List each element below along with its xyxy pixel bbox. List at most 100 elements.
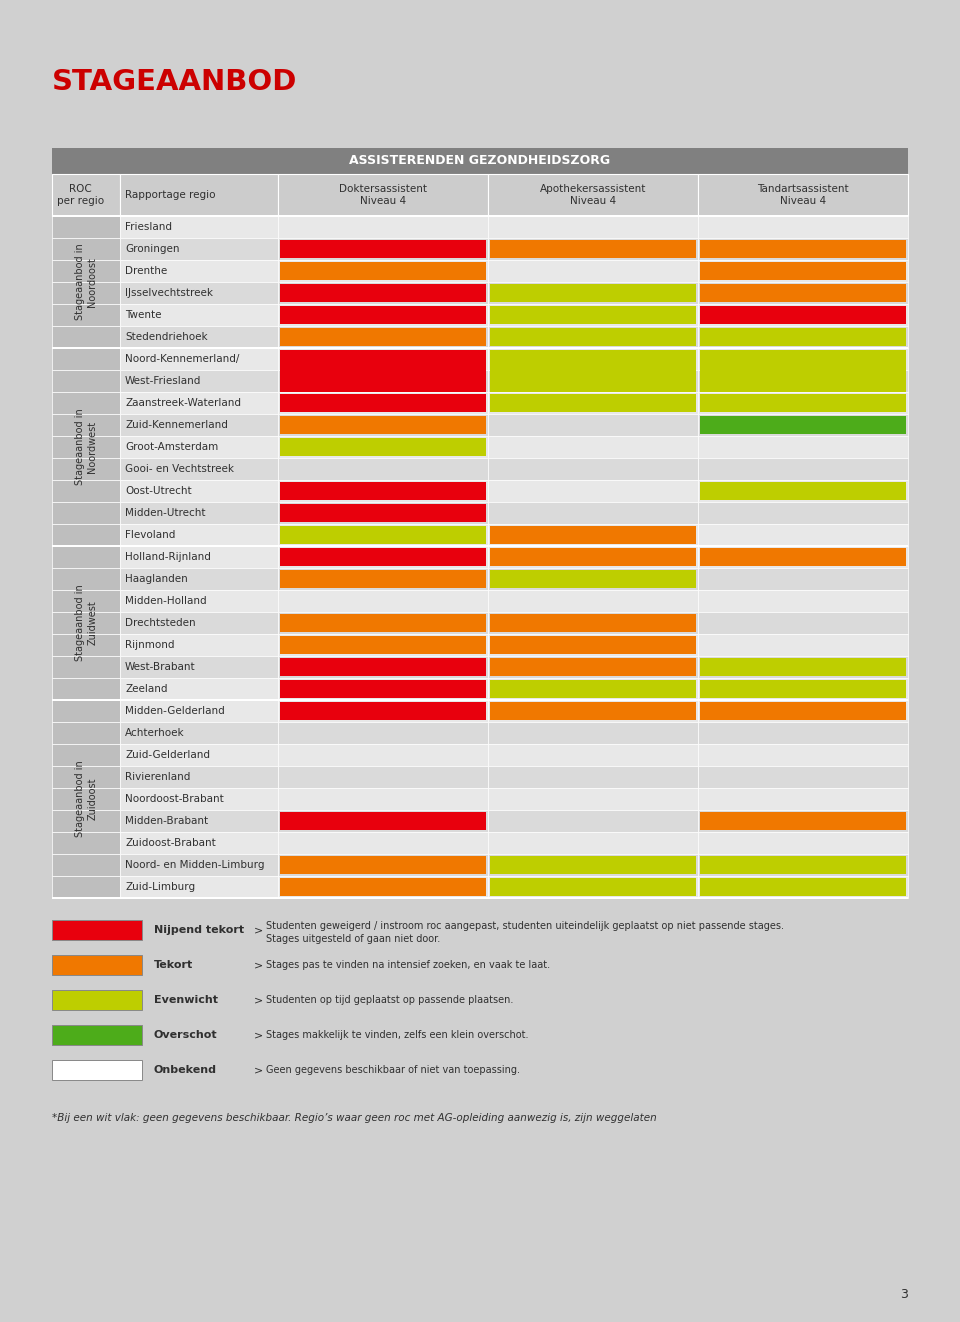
Text: Zuidoost-Brabant: Zuidoost-Brabant [125, 838, 216, 847]
Text: Flevoland: Flevoland [125, 530, 176, 539]
Bar [488, 348, 698, 370]
Bar [278, 348, 488, 370]
Bar [698, 524, 908, 546]
Bar [52, 414, 120, 436]
Bar [490, 613, 696, 632]
Bar [278, 393, 488, 414]
Bar [698, 546, 908, 568]
Bar [120, 502, 278, 524]
Text: Tandartsassistent
Niveau 4: Tandartsassistent Niveau 4 [757, 184, 849, 206]
Text: Onbekend: Onbekend [154, 1066, 217, 1075]
Bar [490, 658, 696, 676]
Bar [488, 635, 698, 656]
Bar [280, 613, 486, 632]
Bar [700, 394, 906, 412]
Text: *Bij een wit vlak: geen gegevens beschikbaar. Regio’s waar geen roc met AG-oplei: *Bij een wit vlak: geen gegevens beschik… [52, 1113, 657, 1122]
Text: STAGEAANBOD: STAGEAANBOD [52, 67, 298, 97]
Text: Twente: Twente [125, 309, 161, 320]
Text: >: > [254, 925, 263, 935]
Bar [278, 810, 488, 832]
Bar [488, 744, 698, 765]
Bar [490, 371, 696, 390]
Bar [488, 678, 698, 701]
Bar [698, 436, 908, 457]
Bar [488, 414, 698, 436]
Bar [280, 416, 486, 434]
Bar [700, 878, 906, 896]
Bar [52, 854, 120, 876]
Bar [120, 656, 278, 678]
Bar [490, 570, 696, 588]
Bar [280, 352, 486, 393]
Bar [52, 524, 120, 546]
Bar [698, 457, 908, 480]
Text: Doktersassistent
Niveau 4: Doktersassistent Niveau 4 [339, 184, 427, 206]
Text: Stageaanbod in
Noordoost: Stageaanbod in Noordoost [75, 243, 97, 320]
Bar [490, 284, 696, 301]
Bar [52, 744, 120, 765]
Bar [488, 656, 698, 678]
Text: Studenten op tijd geplaatst op passende plaatsen.: Studenten op tijd geplaatst op passende … [266, 995, 514, 1005]
Bar [698, 215, 908, 238]
Text: Zuid-Kennemerland: Zuid-Kennemerland [125, 420, 228, 430]
Bar [488, 722, 698, 744]
Text: Stageaanbod in
Zuidoost: Stageaanbod in Zuidoost [75, 760, 97, 837]
Bar [698, 568, 908, 590]
Bar [52, 612, 120, 635]
Text: Rijnmond: Rijnmond [125, 640, 175, 650]
Text: Zuid-Limburg: Zuid-Limburg [125, 882, 195, 892]
Bar [52, 546, 120, 568]
Bar [278, 282, 488, 304]
Bar [52, 810, 120, 832]
Bar [488, 304, 698, 327]
Text: Overschot: Overschot [154, 1030, 218, 1040]
Bar [698, 765, 908, 788]
Bar [488, 215, 698, 238]
Bar [488, 502, 698, 524]
Bar [278, 832, 488, 854]
Bar [120, 546, 278, 568]
Bar [52, 304, 120, 327]
Bar [120, 876, 278, 898]
Text: Haaglanden: Haaglanden [125, 574, 188, 584]
Bar [280, 702, 486, 720]
Bar [488, 810, 698, 832]
Bar [698, 744, 908, 765]
Bar [280, 504, 486, 522]
Bar [280, 658, 486, 676]
Bar [698, 238, 908, 260]
Bar [52, 788, 120, 810]
Bar [280, 350, 486, 368]
Bar [280, 636, 486, 654]
Bar [698, 304, 908, 327]
Bar [700, 241, 906, 258]
Text: Stageaanbod in
Noordwest: Stageaanbod in Noordwest [75, 408, 97, 485]
Bar [52, 148, 908, 175]
Bar [488, 480, 698, 502]
Bar [698, 788, 908, 810]
Bar [278, 502, 488, 524]
Bar [52, 545, 908, 547]
Text: Stageaanbod in
Zuidwest: Stageaanbod in Zuidwest [75, 584, 97, 661]
Bar [52, 346, 908, 349]
Bar [278, 215, 488, 238]
Bar [52, 656, 120, 678]
Bar [488, 765, 698, 788]
Bar [52, 1060, 142, 1080]
Bar [490, 328, 696, 346]
Bar [278, 590, 488, 612]
Bar [278, 788, 488, 810]
Bar [278, 327, 488, 348]
Bar [52, 480, 120, 502]
Bar [280, 812, 486, 830]
Text: Achterhoek: Achterhoek [125, 728, 184, 738]
Bar [120, 393, 278, 414]
Bar [490, 241, 696, 258]
Bar [278, 876, 488, 898]
Text: Geen gegevens beschikbaar of niet van toepassing.: Geen gegevens beschikbaar of niet van to… [266, 1066, 520, 1075]
Bar [52, 175, 120, 215]
Bar [488, 524, 698, 546]
Bar [700, 305, 906, 324]
Text: Midden-Holland: Midden-Holland [125, 596, 206, 605]
Bar [278, 568, 488, 590]
